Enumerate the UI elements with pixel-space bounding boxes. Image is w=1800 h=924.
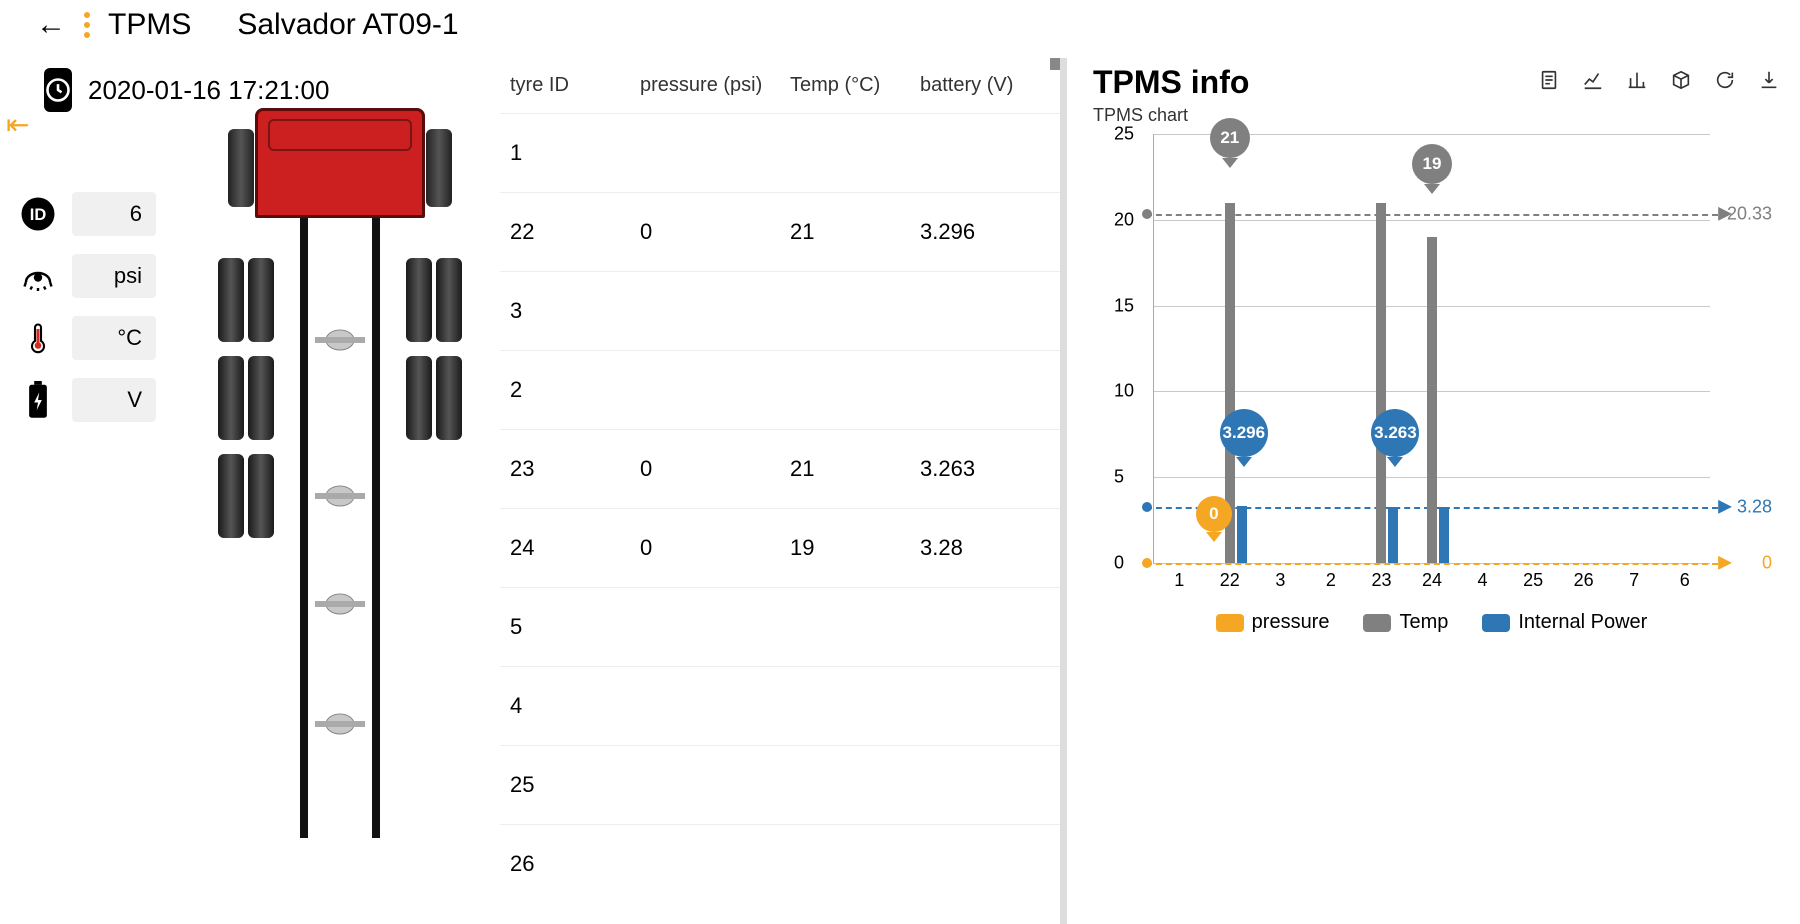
left-panel: 2020-01-16 17:21:00 ID 6 psi °C: [0, 58, 180, 924]
table-row[interactable]: 4: [500, 666, 1060, 745]
table-row[interactable]: 1: [500, 113, 1060, 192]
menu-dots-icon[interactable]: [84, 12, 90, 38]
svg-text:ID: ID: [30, 206, 47, 224]
table-row[interactable]: 25: [500, 745, 1060, 824]
chart-legend: pressure Temp Internal Power: [1153, 611, 1710, 634]
app-title: TPMS: [108, 8, 191, 42]
download-icon[interactable]: [1758, 69, 1780, 96]
metric-battery-unit: V: [72, 378, 156, 422]
table-row[interactable]: 26: [500, 824, 1060, 903]
metric-pressure: psi: [18, 254, 180, 298]
legend-pressure: pressure: [1252, 611, 1330, 633]
metric-temp-unit: °C: [72, 316, 156, 360]
vehicle-name: Salvador AT09-1: [237, 8, 458, 42]
chart-panel: TPMS info TPMS chart 0510152025122322324…: [1061, 58, 1800, 924]
chart-subtitle: TPMS chart: [1093, 105, 1780, 126]
metric-battery: V: [18, 378, 180, 422]
tpms-chart[interactable]: 05101520251223223244252676▶20.33▶3.28▶00…: [1093, 134, 1780, 634]
metric-temp: °C: [18, 316, 180, 360]
clock-icon[interactable]: [44, 68, 72, 112]
tire-pressure-icon: [18, 256, 58, 296]
truck-diagram: [180, 58, 500, 924]
table-row[interactable]: 2: [500, 350, 1060, 429]
metric-id: ID 6: [18, 192, 180, 236]
table-row[interactable]: 3: [500, 271, 1060, 350]
table-header: tyre ID pressure (psi) Temp (°C) battery…: [500, 64, 1060, 113]
metric-id-value: 6: [72, 192, 156, 236]
bar-chart-icon[interactable]: [1626, 69, 1648, 96]
cube-icon[interactable]: [1670, 69, 1692, 96]
col-tyre-id: tyre ID: [510, 74, 640, 97]
col-pressure: pressure (psi): [640, 74, 790, 97]
line-chart-icon[interactable]: [1582, 69, 1604, 96]
table-row[interactable]: 5: [500, 587, 1060, 666]
scroll-indicator-icon[interactable]: [1050, 58, 1060, 70]
col-temp: Temp (°C): [790, 74, 920, 97]
metric-pressure-unit: psi: [72, 254, 156, 298]
battery-icon: [18, 380, 58, 420]
refresh-icon[interactable]: [1714, 69, 1736, 96]
col-battery: battery (V): [920, 74, 1050, 97]
table-row[interactable]: 240193.28: [500, 508, 1060, 587]
chart-title: TPMS info: [1093, 64, 1249, 101]
thermometer-icon: [18, 318, 58, 358]
legend-power: Internal Power: [1518, 611, 1647, 633]
table-row[interactable]: 220213.296: [500, 192, 1060, 271]
header-bar: ← TPMS Salvador AT09-1: [0, 0, 1800, 50]
table-row[interactable]: 230213.263: [500, 429, 1060, 508]
doc-icon[interactable]: [1538, 69, 1560, 96]
tire-table: tyre ID pressure (psi) Temp (°C) battery…: [500, 58, 1061, 924]
legend-temp: Temp: [1399, 611, 1448, 633]
id-icon: ID: [18, 194, 58, 234]
back-icon[interactable]: ←: [36, 8, 66, 42]
